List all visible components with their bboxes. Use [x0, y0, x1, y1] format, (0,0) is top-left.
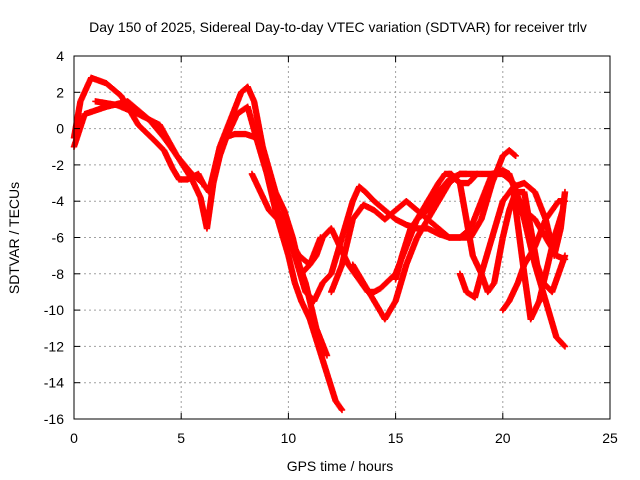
- data-points: [70, 74, 569, 414]
- x-tick-label: 0: [70, 430, 78, 446]
- y-tick-label: -8: [52, 266, 65, 282]
- x-tick-label: 5: [177, 430, 185, 446]
- y-tick-label: -14: [44, 375, 64, 391]
- x-tick-label: 20: [495, 430, 511, 446]
- y-axis-label: SDTVAR / TECUs: [6, 182, 22, 294]
- x-tick-label: 15: [388, 430, 404, 446]
- series-trace-13: [510, 188, 567, 323]
- trace-markers: [350, 170, 469, 322]
- y-tick-label: -2: [52, 157, 65, 173]
- x-tick-label: 10: [281, 430, 297, 446]
- x-tick-label: 25: [602, 430, 618, 446]
- y-tick-label: -16: [44, 411, 64, 427]
- series-trace-2: [70, 83, 331, 359]
- y-tick-label: 4: [56, 48, 64, 64]
- x-axis-label: GPS time / hours: [287, 458, 394, 474]
- trace-markers: [71, 84, 330, 358]
- axis-ticks: 0 5 10 15 20 25 -16 -14 -12 -10 -8 -6 -4 -2 0 2 4: [44, 48, 618, 446]
- trace-markers: [510, 190, 566, 322]
- y-tick-label: -4: [52, 193, 65, 209]
- series-trace-1: [70, 74, 208, 190]
- y-tick-label: 2: [56, 84, 64, 100]
- y-tick-label: 0: [56, 121, 64, 137]
- chart-title: Day 150 of 2025, Sidereal Day-to-day VTE…: [89, 19, 587, 35]
- y-tick-label: -12: [44, 338, 64, 354]
- y-tick-label: -6: [52, 230, 65, 246]
- y-tick-label: -10: [44, 302, 64, 318]
